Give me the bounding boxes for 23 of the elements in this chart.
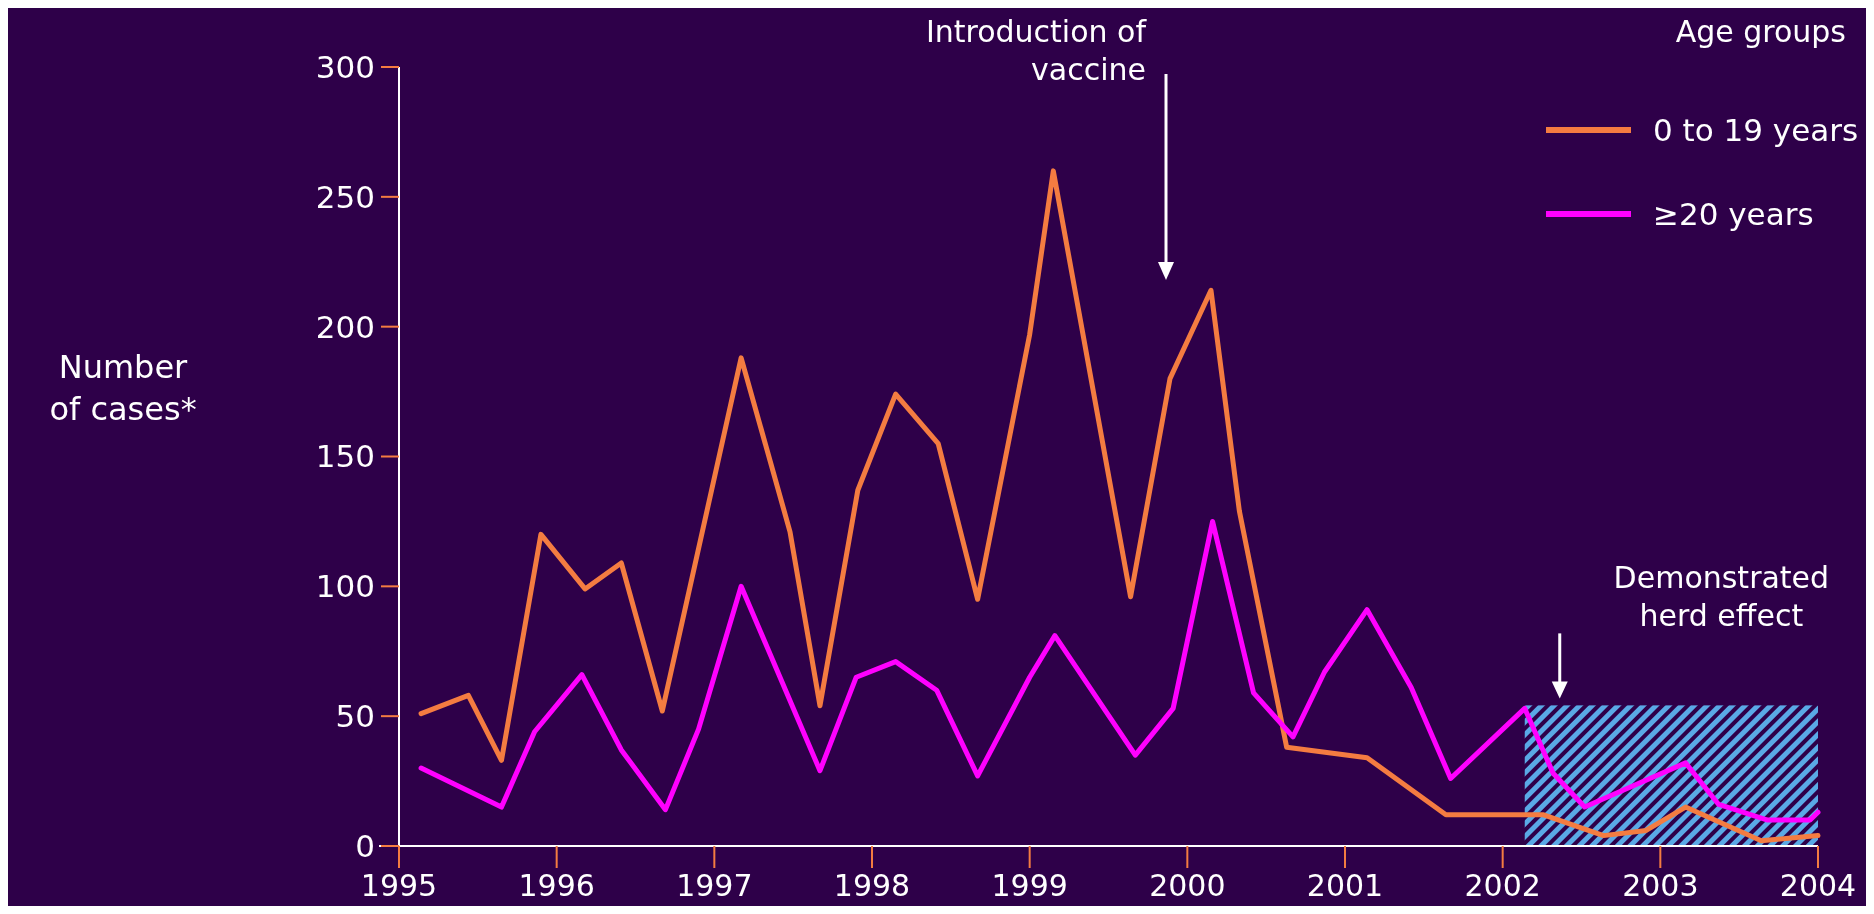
y-tick-label: 50 [335, 698, 375, 735]
y-tick-label: 150 [315, 438, 375, 475]
legend-label: 0 to 19 years [1653, 111, 1859, 148]
y-tick-label: 200 [315, 308, 375, 345]
annotation: Introduction of vaccine [925, 14, 1148, 87]
x-tick-label: 1996 [518, 868, 595, 903]
y-tick-label: 300 [315, 48, 375, 85]
x-tick-label: 1995 [360, 868, 438, 903]
band-label: Demonstrated herd effect [1613, 560, 1830, 634]
x-tick-label: 2002 [1464, 868, 1541, 903]
x-tick-label: 1998 [833, 868, 911, 903]
x-tick-label: 2003 [1622, 868, 1699, 903]
x-tick-label: 2001 [1306, 868, 1384, 903]
x-tick-label: 1999 [991, 868, 1068, 903]
x-tick-label: 2000 [1149, 868, 1226, 903]
y-axis-title: Number of cases* [49, 348, 197, 428]
y-tick-label: 100 [315, 568, 375, 605]
legend-label: ≥20 years [1653, 195, 1814, 232]
legend-title: Age groups [1675, 14, 1846, 49]
y-tick-label: 0 [355, 827, 375, 864]
y-tick-label: 250 [315, 178, 375, 215]
x-tick-label: 1997 [676, 868, 753, 903]
x-tick-label: 2004 [1779, 868, 1857, 903]
